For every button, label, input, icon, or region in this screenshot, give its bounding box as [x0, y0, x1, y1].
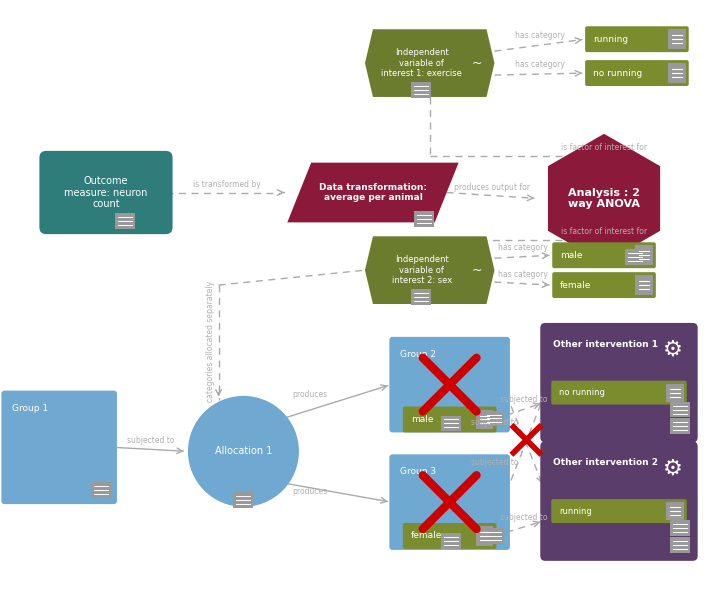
- FancyBboxPatch shape: [666, 502, 684, 520]
- Polygon shape: [365, 237, 495, 304]
- FancyBboxPatch shape: [552, 272, 656, 298]
- FancyBboxPatch shape: [475, 526, 493, 546]
- FancyBboxPatch shape: [234, 492, 253, 508]
- FancyBboxPatch shape: [441, 533, 460, 549]
- Text: male: male: [411, 415, 433, 424]
- Text: subjected to: subjected to: [470, 418, 518, 427]
- FancyBboxPatch shape: [39, 151, 173, 234]
- FancyBboxPatch shape: [625, 249, 645, 265]
- Text: has category: has category: [498, 270, 549, 279]
- FancyBboxPatch shape: [1, 390, 117, 504]
- FancyBboxPatch shape: [670, 520, 690, 536]
- Text: subjected to: subjected to: [500, 395, 548, 405]
- Text: no running: no running: [593, 69, 642, 78]
- Text: ⚙: ⚙: [663, 340, 683, 360]
- Circle shape: [189, 397, 298, 506]
- Text: Group 1: Group 1: [12, 403, 49, 413]
- FancyBboxPatch shape: [585, 26, 689, 52]
- FancyBboxPatch shape: [115, 213, 135, 229]
- FancyBboxPatch shape: [670, 402, 690, 417]
- Text: has category: has category: [498, 243, 549, 252]
- FancyBboxPatch shape: [541, 441, 698, 561]
- Text: ~: ~: [471, 264, 482, 276]
- FancyBboxPatch shape: [411, 82, 431, 98]
- Text: is factor of interest for: is factor of interest for: [561, 227, 647, 237]
- Text: subjected to: subjected to: [500, 513, 548, 522]
- FancyBboxPatch shape: [91, 482, 111, 498]
- Text: Analysis : 2
way ANOVA: Analysis : 2 way ANOVA: [568, 188, 640, 209]
- FancyBboxPatch shape: [541, 323, 698, 443]
- Text: has category: has category: [515, 31, 565, 40]
- FancyBboxPatch shape: [411, 289, 431, 305]
- Text: subjected to: subjected to: [470, 459, 518, 467]
- Text: produces: produces: [292, 487, 327, 496]
- Text: running: running: [593, 35, 628, 44]
- FancyBboxPatch shape: [389, 454, 510, 550]
- Text: female: female: [411, 531, 442, 541]
- Text: produces output for: produces output for: [454, 183, 530, 191]
- Text: subjected to: subjected to: [127, 436, 174, 446]
- Text: is transformed by: is transformed by: [193, 180, 260, 189]
- Text: Outcome
measure: neuron
count: Outcome measure: neuron count: [65, 176, 148, 209]
- Text: Other intervention 1: Other intervention 1: [554, 340, 658, 349]
- Text: Other intervention 2: Other intervention 2: [554, 459, 658, 467]
- FancyBboxPatch shape: [551, 381, 687, 405]
- FancyBboxPatch shape: [668, 63, 685, 83]
- FancyBboxPatch shape: [670, 419, 690, 435]
- Text: Independent
variable of
interest 1: exercise: Independent variable of interest 1: exer…: [381, 48, 462, 78]
- FancyBboxPatch shape: [389, 337, 510, 432]
- FancyBboxPatch shape: [635, 245, 653, 265]
- FancyBboxPatch shape: [414, 211, 434, 227]
- Text: running: running: [559, 506, 592, 516]
- FancyBboxPatch shape: [668, 29, 685, 49]
- Text: ✕: ✕: [501, 415, 550, 472]
- FancyBboxPatch shape: [585, 60, 689, 86]
- Text: produces: produces: [292, 390, 327, 399]
- Text: male: male: [560, 251, 583, 260]
- FancyBboxPatch shape: [475, 409, 493, 430]
- Text: Group 2: Group 2: [400, 350, 437, 359]
- Text: Data transformation:
average per animal: Data transformation: average per animal: [319, 183, 427, 202]
- FancyBboxPatch shape: [484, 411, 504, 427]
- FancyBboxPatch shape: [403, 406, 496, 432]
- Text: female: female: [560, 281, 592, 289]
- Text: Independent
variable of
interest 2: sex: Independent variable of interest 2: sex: [391, 255, 452, 285]
- FancyBboxPatch shape: [484, 528, 504, 544]
- FancyBboxPatch shape: [441, 416, 460, 432]
- FancyBboxPatch shape: [552, 242, 656, 268]
- Text: ⚙: ⚙: [663, 459, 683, 478]
- FancyBboxPatch shape: [403, 523, 496, 549]
- FancyBboxPatch shape: [666, 384, 684, 402]
- Text: categories allocated separately: categories allocated separately: [206, 281, 215, 402]
- Polygon shape: [365, 29, 495, 97]
- Polygon shape: [288, 162, 459, 223]
- Text: ~: ~: [471, 56, 482, 70]
- Text: no running: no running: [559, 388, 605, 397]
- Text: is factor of interest for: is factor of interest for: [561, 143, 647, 151]
- Text: has category: has category: [515, 60, 565, 69]
- FancyBboxPatch shape: [635, 275, 653, 295]
- Text: Group 3: Group 3: [400, 467, 437, 476]
- Text: Allocation 1: Allocation 1: [215, 446, 272, 456]
- Polygon shape: [548, 134, 660, 263]
- FancyBboxPatch shape: [551, 499, 687, 523]
- FancyBboxPatch shape: [670, 537, 690, 553]
